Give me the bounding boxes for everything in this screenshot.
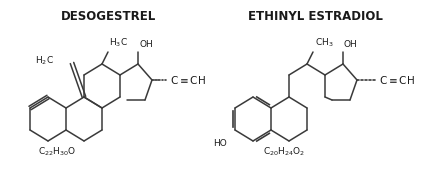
Text: C$_{20}$H$_{24}$O$_2$: C$_{20}$H$_{24}$O$_2$ [263, 145, 305, 158]
Text: C$\equiv$CH: C$\equiv$CH [170, 74, 206, 86]
Text: H$_3$C: H$_3$C [109, 37, 128, 49]
Text: C$_{22}$H$_{30}$O: C$_{22}$H$_{30}$O [38, 145, 76, 158]
Text: CH$_3$: CH$_3$ [315, 37, 334, 49]
Text: C$\equiv$CH: C$\equiv$CH [379, 74, 415, 86]
Text: H$_2$C: H$_2$C [35, 55, 54, 67]
Text: DESOGESTREL: DESOGESTREL [60, 10, 156, 23]
Text: OH: OH [139, 40, 153, 49]
Text: HO: HO [213, 139, 227, 148]
Text: OH: OH [344, 40, 358, 49]
Text: ETHINYL ESTRADIOL: ETHINYL ESTRADIOL [248, 10, 382, 23]
